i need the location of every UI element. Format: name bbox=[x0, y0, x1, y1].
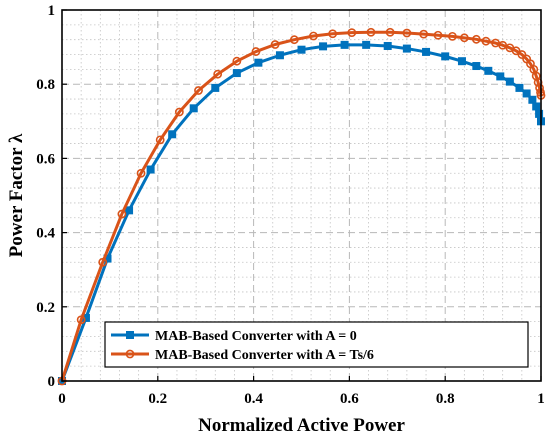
data-point-circle bbox=[232, 56, 242, 66]
data-point-square bbox=[457, 57, 466, 66]
data-point-circle bbox=[98, 257, 108, 267]
data-point-circle bbox=[366, 27, 376, 37]
data-point-square bbox=[211, 83, 220, 92]
data-point-circle bbox=[289, 35, 299, 45]
grid-lines bbox=[62, 10, 541, 381]
data-point-square bbox=[496, 72, 505, 81]
y-tick-label: 0 bbox=[48, 374, 56, 390]
data-point-circle bbox=[125, 349, 135, 359]
data-point-square bbox=[484, 66, 493, 75]
x-tick-label: 0.2 bbox=[148, 391, 167, 407]
data-point-square bbox=[441, 52, 450, 61]
data-point-square bbox=[515, 83, 524, 92]
x-axis-label: Normalized Active Power bbox=[198, 415, 405, 436]
y-tick-label: 0.2 bbox=[36, 300, 55, 316]
data-point-square bbox=[297, 45, 306, 54]
data-point-square bbox=[254, 58, 263, 67]
data-point-square bbox=[472, 62, 481, 71]
legend-entry: MAB-Based Converter with A = Ts/6 bbox=[111, 348, 374, 363]
series-line bbox=[60, 30, 543, 382]
data-point-square bbox=[532, 102, 541, 111]
data-point-circle bbox=[498, 40, 508, 50]
data-point-circle bbox=[517, 50, 527, 59]
data-point-circle bbox=[174, 107, 184, 117]
data-point-circle bbox=[347, 28, 357, 38]
data-point-circle bbox=[251, 47, 261, 56]
data-point-circle bbox=[270, 40, 280, 49]
legend: MAB-Based Converter with A = 0 MAB-Based … bbox=[104, 321, 529, 368]
data-point-square bbox=[168, 130, 177, 139]
axes-box bbox=[61, 9, 542, 382]
data-point-circle bbox=[155, 135, 165, 145]
y-tick-label: 1 bbox=[48, 3, 56, 19]
x-tick-label: 1 bbox=[537, 391, 545, 407]
legend-label: MAB-Based Converter with A = Ts/6 bbox=[155, 348, 374, 363]
data-point-circle bbox=[459, 33, 469, 43]
data-point-square bbox=[340, 40, 349, 49]
data-point-square bbox=[319, 42, 328, 51]
data-point-circle bbox=[433, 30, 443, 40]
data-point-circle bbox=[471, 34, 481, 44]
y-axis-label: Power Factor λ bbox=[6, 133, 27, 257]
data-point-square bbox=[505, 77, 514, 86]
x-tick-label: 0.6 bbox=[340, 391, 359, 407]
data-point-square bbox=[402, 44, 411, 53]
x-tick-label: 0.8 bbox=[436, 391, 455, 407]
data-point-square bbox=[528, 95, 537, 104]
x-tick-label: 0.4 bbox=[244, 391, 263, 407]
data-point-square bbox=[362, 40, 371, 49]
tick-labels: 0 0.2 0.4 0.6 0.8 1 0 0.2 0.4 0.6 0.8 1 bbox=[36, 3, 545, 407]
data-point-circle bbox=[194, 86, 203, 95]
y-tick-label: 0.6 bbox=[36, 151, 55, 167]
data-point-square bbox=[422, 47, 431, 56]
data-point-circle bbox=[419, 29, 429, 39]
data-point-square bbox=[522, 89, 531, 98]
data-point-circle bbox=[136, 168, 146, 178]
data-point-square bbox=[383, 41, 392, 50]
data-point-square bbox=[275, 51, 284, 60]
data-point-circle bbox=[309, 31, 318, 41]
data-point-circle bbox=[76, 315, 86, 325]
legend-entry: MAB-Based Converter with A = 0 bbox=[111, 329, 357, 344]
legend-box bbox=[104, 321, 529, 368]
data-point-circle bbox=[328, 29, 338, 39]
data-point-circle bbox=[481, 36, 491, 46]
data-point-circle bbox=[213, 69, 223, 79]
legend-label: MAB-Based Converter with A = 0 bbox=[155, 329, 357, 344]
x-tick-label: 0 bbox=[58, 391, 66, 407]
y-tick-label: 0.4 bbox=[36, 226, 55, 242]
data-point-circle bbox=[117, 209, 127, 219]
data-point-circle bbox=[402, 28, 412, 38]
data-point-square bbox=[232, 69, 241, 78]
data-point-circle bbox=[447, 31, 457, 41]
data-point-circle bbox=[385, 27, 395, 37]
data-point-square bbox=[126, 331, 134, 339]
data-point-square bbox=[146, 165, 155, 174]
data-point-square bbox=[125, 206, 134, 215]
y-tick-label: 0.8 bbox=[36, 77, 55, 93]
data-point-square bbox=[189, 104, 198, 113]
